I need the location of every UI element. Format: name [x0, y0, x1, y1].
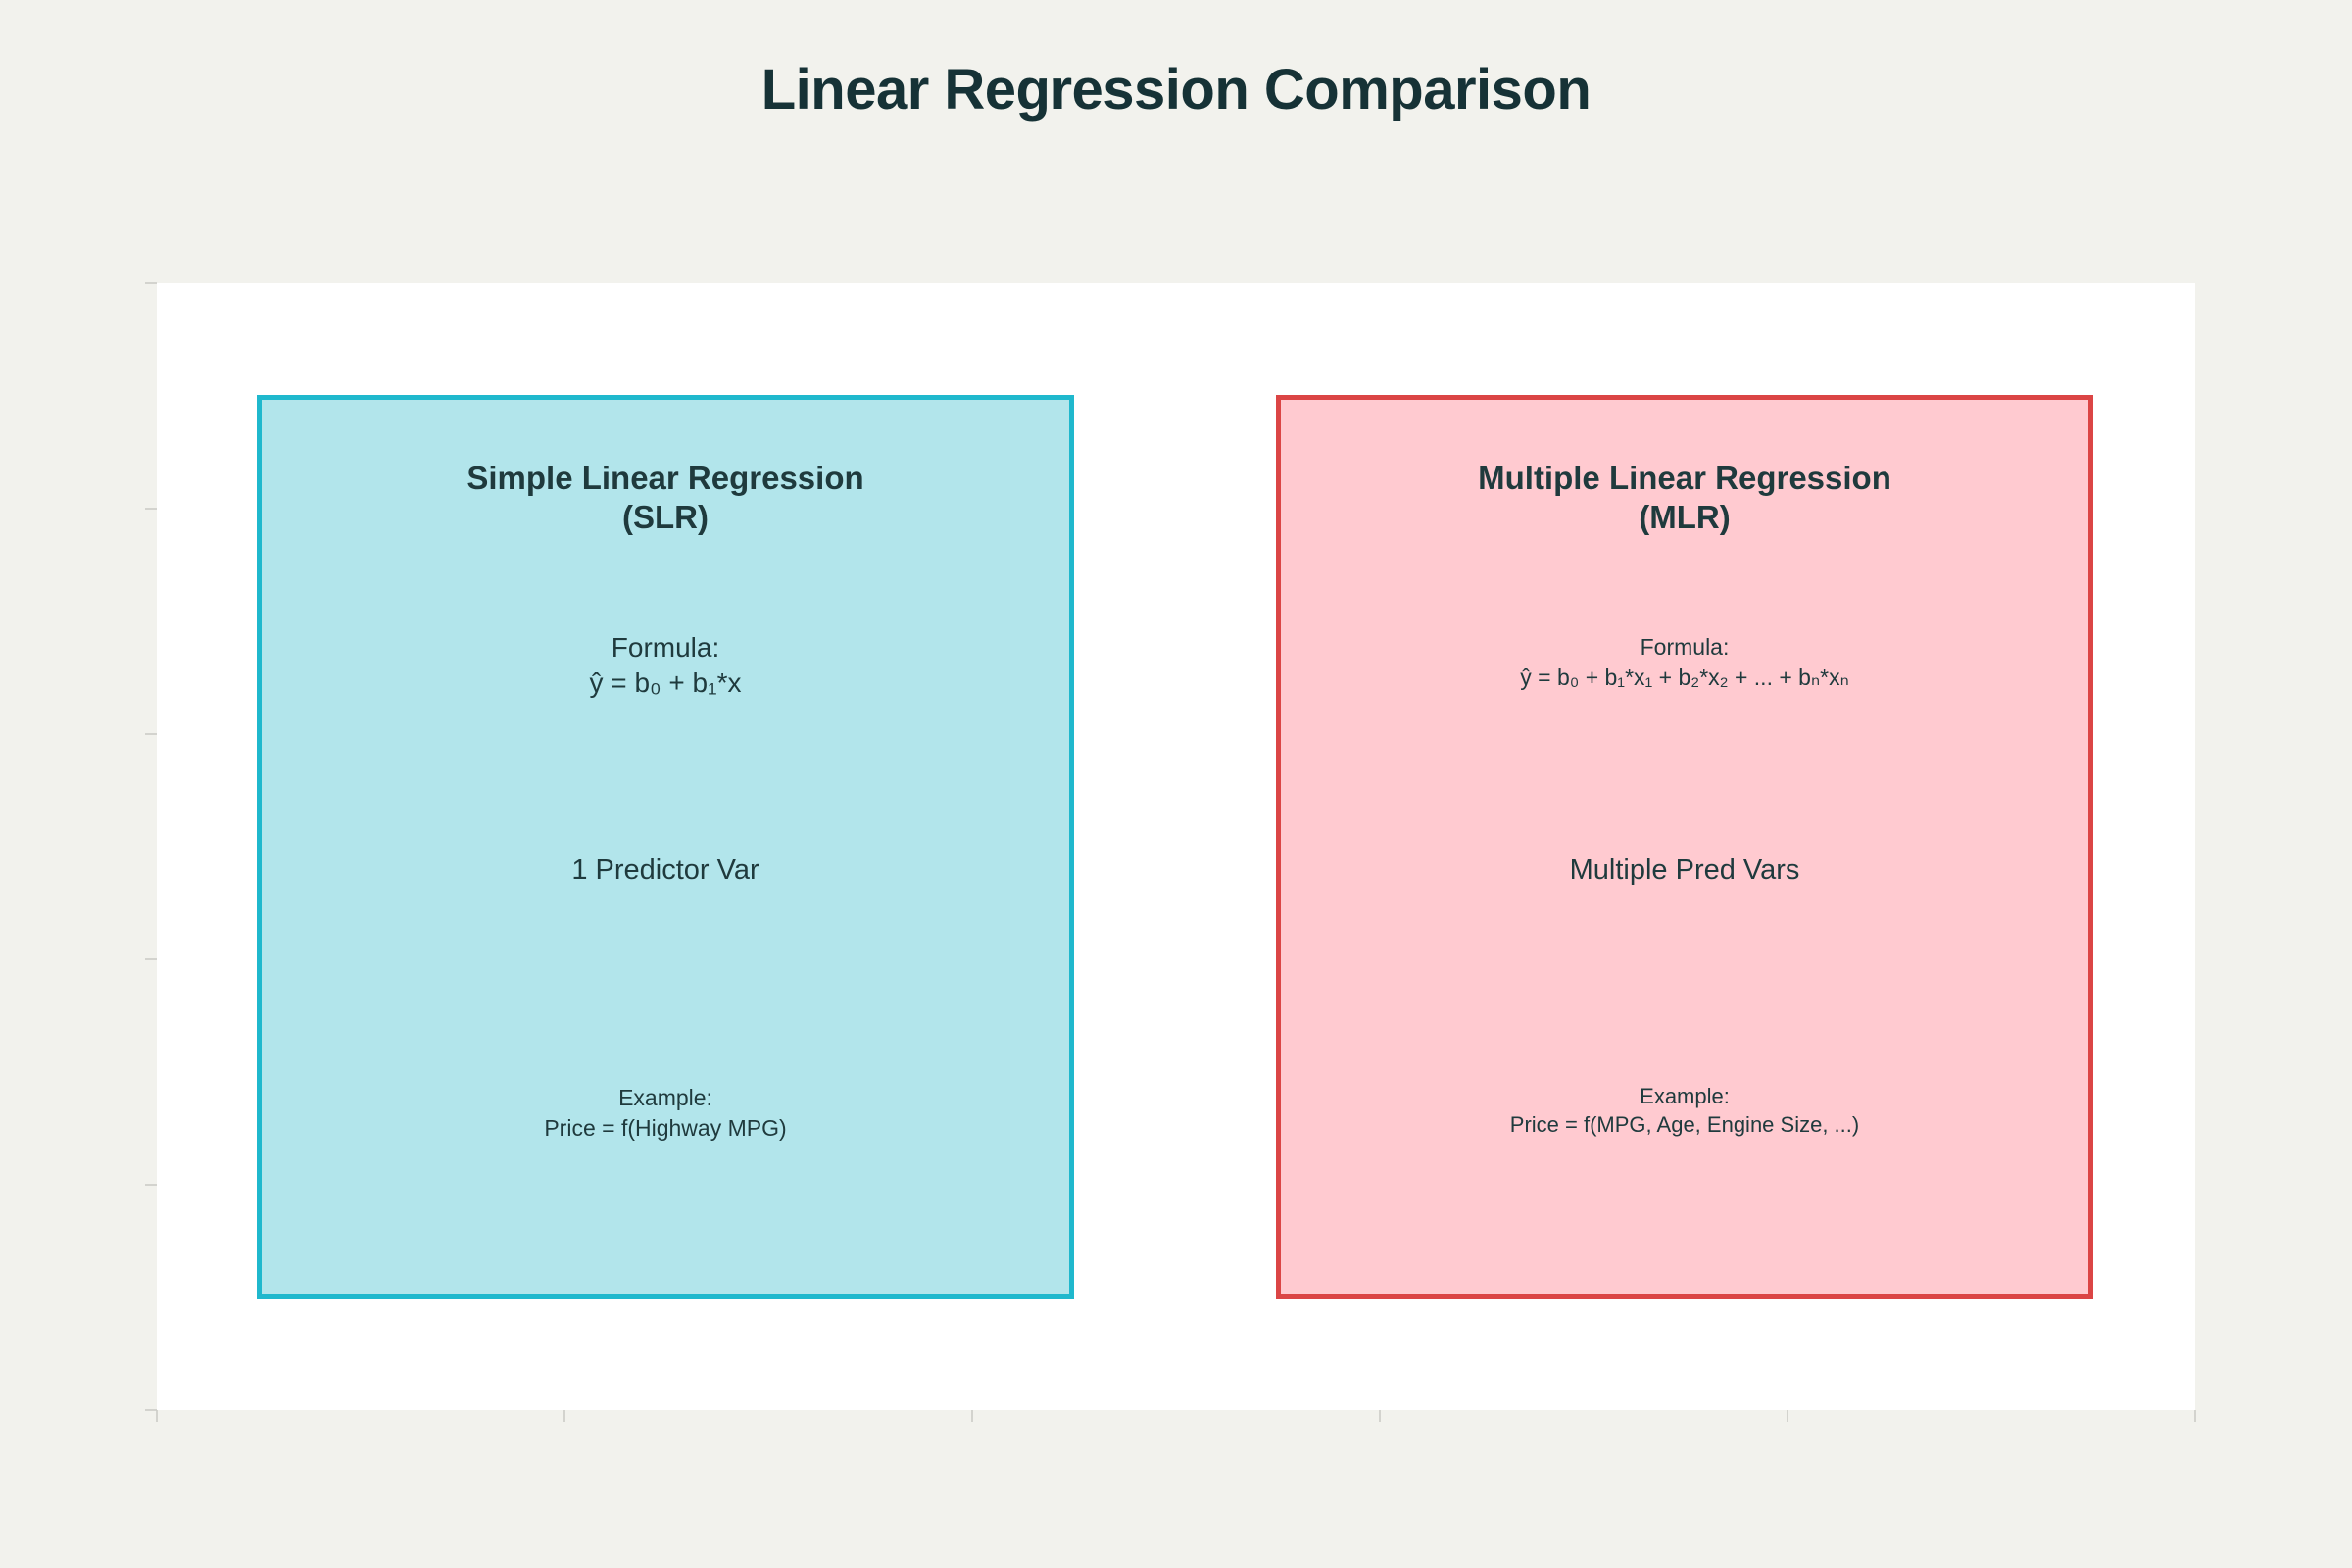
- page-title: Linear Regression Comparison: [760, 58, 1592, 122]
- mlr-heading-name: Multiple Linear Regression: [1478, 460, 1891, 496]
- slr-formula: ŷ = b₀ + b₁*x: [589, 667, 742, 698]
- slr-formula-block: Formula: ŷ = b₀ + b₁*x: [262, 630, 1069, 701]
- slr-heading-name: Simple Linear Regression: [466, 460, 864, 496]
- mlr-box: Multiple Linear Regression (MLR) Formula…: [1276, 395, 2093, 1298]
- mlr-example: Price = f(MPG, Age, Engine Size, ...): [1509, 1112, 1860, 1137]
- slr-heading: Simple Linear Regression (SLR): [262, 459, 1069, 537]
- x-axis-ticks: [156, 1410, 2196, 1422]
- slr-example: Price = f(Highway MPG): [544, 1115, 787, 1141]
- slr-example-label: Example:: [618, 1085, 712, 1110]
- slr-heading-abbr: (SLR): [622, 499, 709, 535]
- mlr-example-label: Example:: [1640, 1084, 1730, 1108]
- mlr-formula-label: Formula:: [1640, 634, 1730, 660]
- mlr-formula: ŷ = b₀ + b₁*x₁ + b₂*x₂ + ... + bₙ*xₙ: [1520, 664, 1849, 690]
- mlr-formula-block: Formula: ŷ = b₀ + b₁*x₁ + b₂*x₂ + ... + …: [1281, 632, 2088, 693]
- y-axis-ticks: [145, 282, 157, 1411]
- mlr-heading-abbr: (MLR): [1639, 499, 1731, 535]
- slr-formula-label: Formula:: [611, 632, 720, 662]
- mlr-heading: Multiple Linear Regression (MLR): [1281, 459, 2088, 537]
- slr-predictors: 1 Predictor Var: [571, 855, 760, 886]
- mlr-example-block: Example: Price = f(MPG, Age, Engine Size…: [1281, 1082, 2088, 1139]
- slr-box: Simple Linear Regression (SLR) Formula: …: [257, 395, 1074, 1298]
- slr-example-block: Example: Price = f(Highway MPG): [262, 1083, 1069, 1144]
- mlr-predictors: Multiple Pred Vars: [1569, 855, 1800, 886]
